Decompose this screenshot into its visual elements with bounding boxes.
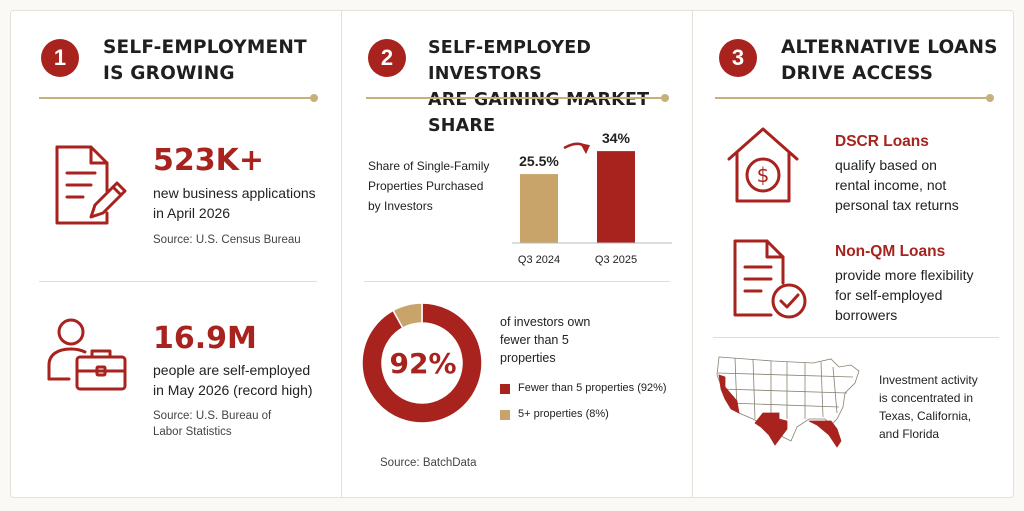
section-title-line: SELF-EMPLOYED INVESTORS bbox=[428, 38, 592, 84]
donut-slice bbox=[361, 302, 483, 424]
section-title-line: IS GROWING bbox=[103, 63, 235, 84]
section-number: 3 bbox=[719, 39, 757, 77]
section-title: SELF-EMPLOYMENT IS GROWING bbox=[103, 35, 307, 87]
stat-source: Source: U.S. Bureau of bbox=[153, 410, 272, 422]
section-investors: 2 SELF-EMPLOYED INVESTORS ARE GAINING MA… bbox=[341, 11, 692, 497]
stat-value: 16.9M bbox=[153, 321, 257, 356]
person-briefcase-icon bbox=[47, 318, 127, 391]
loan-desc-line: personal tax returns bbox=[835, 197, 959, 213]
donut-center-value: 92% bbox=[389, 347, 457, 380]
stat-desc-line: new business applications bbox=[153, 185, 316, 201]
chart-source: Source: BatchData bbox=[380, 457, 477, 469]
bar-caption-line: by Investors bbox=[368, 199, 433, 213]
section-rule bbox=[366, 94, 669, 102]
bar-value-label: 34% bbox=[602, 130, 631, 146]
legend-swatch bbox=[500, 384, 510, 394]
divider bbox=[364, 281, 670, 282]
stat-desc-line: in April 2026 bbox=[153, 205, 231, 221]
stat-desc-line: people are self-employed bbox=[153, 362, 311, 378]
bar bbox=[597, 151, 635, 243]
divider bbox=[39, 281, 317, 282]
us-map-icon bbox=[716, 356, 860, 448]
section-title: SELF-EMPLOYED INVESTORS ARE GAINING MARK… bbox=[428, 35, 692, 139]
loan-desc-line: rental income, not bbox=[835, 177, 947, 193]
section-rule bbox=[39, 94, 318, 102]
document-pen-icon bbox=[55, 145, 127, 225]
section-title-line: ALTERNATIVE LOANS bbox=[781, 37, 998, 58]
document-check-icon bbox=[733, 239, 807, 319]
map-caption-line: Texas, California, bbox=[879, 409, 972, 423]
bar-caption-line: Share of Single-Family bbox=[368, 159, 490, 173]
legend-label: 5+ properties (8%) bbox=[518, 408, 609, 420]
section-title-line: ARE GAINING MARKET SHARE bbox=[428, 90, 650, 136]
stat-source: Source: U.S. Census Bureau bbox=[153, 234, 301, 246]
bar-caption-line: Properties Purchased bbox=[368, 179, 484, 193]
legend-swatch bbox=[500, 410, 510, 420]
donut-caption-line: properties bbox=[500, 351, 556, 365]
loan-title: Non-QM Loans bbox=[835, 243, 946, 260]
svg-text:$: $ bbox=[757, 163, 770, 187]
loan-title: DSCR Loans bbox=[835, 133, 929, 150]
map-caption-line: and Florida bbox=[879, 427, 940, 441]
donut-caption-line: fewer than 5 bbox=[500, 333, 569, 347]
loan-desc-line: qualify based on bbox=[835, 157, 937, 173]
stat-desc-line: in May 2026 (record high) bbox=[153, 382, 313, 398]
divider bbox=[713, 337, 999, 338]
loan-desc-line: provide more flexibility bbox=[835, 267, 974, 283]
donut-chart bbox=[361, 302, 483, 424]
section-rule bbox=[715, 94, 994, 102]
donut-slice bbox=[392, 302, 423, 329]
section-title: ALTERNATIVE LOANS DRIVE ACCESS bbox=[781, 35, 998, 87]
bar-chart: 25.5% Q3 2024 34% Q3 2025 bbox=[512, 130, 672, 266]
house-dollar-icon: $ bbox=[727, 127, 799, 203]
stat-source: Labor Statistics bbox=[153, 426, 232, 438]
section-self-employment: 1 SELF-EMPLOYMENT IS GROWING 523K+ new b… bbox=[11, 11, 341, 497]
bar-category-label: Q3 2025 bbox=[595, 254, 637, 266]
bar bbox=[520, 174, 558, 243]
legend-label: Fewer than 5 properties (92%) bbox=[518, 382, 667, 394]
loan-desc-line: borrowers bbox=[835, 307, 898, 323]
donut-caption-line: of investors own bbox=[500, 315, 591, 329]
growth-arrow-head bbox=[580, 143, 590, 155]
infographic-frame: 1 SELF-EMPLOYMENT IS GROWING 523K+ new b… bbox=[10, 10, 1014, 498]
section-number: 1 bbox=[41, 39, 79, 77]
section-title-line: SELF-EMPLOYMENT bbox=[103, 37, 307, 58]
map-caption-line: is concentrated in bbox=[879, 391, 974, 405]
stat-value: 523K+ bbox=[153, 143, 265, 178]
bar-category-label: Q3 2024 bbox=[518, 254, 560, 266]
section-number: 2 bbox=[368, 39, 406, 77]
section-title-line: DRIVE ACCESS bbox=[781, 63, 934, 84]
section-alternative-loans: 3 ALTERNATIVE LOANS DRIVE ACCESS $ DSCR … bbox=[692, 11, 1015, 497]
bar-value-label: 25.5% bbox=[519, 153, 559, 169]
loan-desc-line: for self-employed bbox=[835, 287, 943, 303]
map-caption-line: Investment activity bbox=[879, 373, 978, 387]
